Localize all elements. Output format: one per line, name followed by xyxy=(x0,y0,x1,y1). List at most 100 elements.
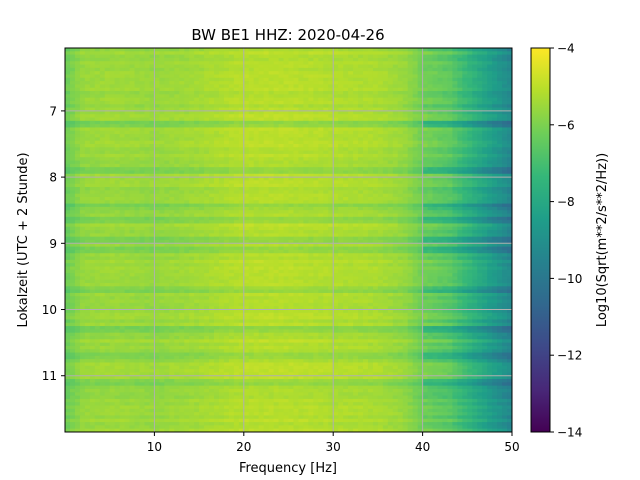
heatmap-cell xyxy=(283,163,290,168)
heatmap-cell xyxy=(209,163,215,168)
heatmap-cell xyxy=(223,157,230,162)
heatmap-cell xyxy=(238,71,245,76)
heatmap-cell xyxy=(293,127,300,132)
heatmap-cell xyxy=(507,57,512,62)
heatmap-cell xyxy=(149,183,155,188)
heatmap-cell xyxy=(367,160,374,165)
heatmap-cell xyxy=(263,193,270,198)
heatmap-cell xyxy=(189,107,195,112)
heatmap-cell xyxy=(283,91,290,95)
heatmap-cell xyxy=(358,134,364,138)
heatmap-cell xyxy=(99,187,106,191)
heatmap-cell xyxy=(457,91,463,95)
heatmap-cell xyxy=(372,77,379,82)
heatmap-cell xyxy=(343,48,349,52)
heatmap-cell xyxy=(427,97,434,102)
heatmap-cell xyxy=(199,120,205,125)
heatmap-cell xyxy=(248,147,255,152)
heatmap-cell xyxy=(124,114,131,119)
heatmap-cell xyxy=(447,173,453,178)
heatmap-cell xyxy=(273,74,280,79)
heatmap-cell xyxy=(487,110,493,115)
heatmap-cell xyxy=(333,187,339,191)
heatmap-cell xyxy=(154,210,160,215)
heatmap-cell xyxy=(263,226,270,231)
heatmap-cell xyxy=(228,163,235,168)
heatmap-cell xyxy=(69,74,76,79)
heatmap-cell xyxy=(482,61,488,66)
heatmap-cell xyxy=(194,104,200,109)
heatmap-cell xyxy=(233,216,240,221)
heatmap-cell xyxy=(333,51,339,56)
heatmap-cell xyxy=(109,147,116,152)
heatmap-cell xyxy=(452,130,458,135)
heatmap-cell xyxy=(343,134,349,138)
heatmap-cell xyxy=(169,167,175,172)
heatmap-cell xyxy=(169,97,175,102)
heatmap-cell xyxy=(248,134,255,138)
heatmap-cell xyxy=(65,220,71,225)
heatmap-cell xyxy=(477,61,483,66)
heatmap-cell xyxy=(497,91,503,95)
heatmap-cell xyxy=(437,147,444,152)
heatmap-cell xyxy=(318,54,324,59)
heatmap-cell xyxy=(363,130,369,135)
heatmap-cell xyxy=(283,223,290,228)
heatmap-cell xyxy=(258,223,265,228)
heatmap-cell xyxy=(387,183,394,188)
heatmap-cell xyxy=(184,173,190,178)
heatmap-cell xyxy=(308,216,314,221)
heatmap-cell xyxy=(228,137,235,142)
heatmap-cell xyxy=(288,216,295,221)
heatmap-cell xyxy=(124,210,131,215)
heatmap-cell xyxy=(253,140,260,145)
heatmap-cell xyxy=(333,220,339,225)
heatmap-cell xyxy=(124,48,131,52)
heatmap-cell xyxy=(377,107,384,112)
heatmap-cell xyxy=(263,140,270,145)
heatmap-cell xyxy=(367,124,374,129)
heatmap-cell xyxy=(189,203,195,208)
heatmap-cell xyxy=(79,74,86,79)
heatmap-cell xyxy=(278,87,285,92)
heatmap-cell xyxy=(328,91,334,95)
heatmap-cell xyxy=(323,140,329,145)
heatmap-cell xyxy=(204,104,210,109)
heatmap-cell xyxy=(124,140,131,145)
heatmap-cell xyxy=(258,130,265,135)
heatmap-cell xyxy=(199,230,205,234)
heatmap-cell xyxy=(179,144,185,148)
heatmap-cell xyxy=(502,114,508,119)
heatmap-cell xyxy=(507,134,512,138)
heatmap-cell xyxy=(323,196,329,201)
heatmap-cell xyxy=(367,61,374,66)
heatmap-cell xyxy=(144,51,151,56)
heatmap-cell xyxy=(497,180,503,185)
heatmap-cell xyxy=(199,226,205,231)
heatmap-cell xyxy=(243,167,250,172)
heatmap-cell xyxy=(338,100,344,105)
heatmap-cell xyxy=(432,64,439,69)
heatmap-cell xyxy=(164,183,170,188)
heatmap-cell xyxy=(462,104,468,109)
heatmap-cell xyxy=(94,220,101,225)
heatmap-cell xyxy=(283,193,290,198)
heatmap-cell xyxy=(502,144,508,148)
heatmap-cell xyxy=(313,64,319,69)
heatmap-cell xyxy=(293,71,300,76)
heatmap-cell xyxy=(447,104,453,109)
heatmap-cell xyxy=(268,177,275,182)
heatmap-cell xyxy=(462,190,468,195)
heatmap-cell xyxy=(482,180,488,185)
heatmap-cell xyxy=(372,203,379,208)
heatmap-cell xyxy=(348,110,354,115)
heatmap-cell xyxy=(298,193,304,198)
heatmap-cell xyxy=(412,200,419,205)
heatmap-cell xyxy=(283,110,290,115)
heatmap-cell xyxy=(412,87,419,92)
heatmap-cell xyxy=(457,196,463,201)
heatmap-cell xyxy=(422,140,429,145)
heatmap-cell xyxy=(482,203,488,208)
heatmap-cell xyxy=(407,193,414,198)
heatmap-cell xyxy=(94,130,101,135)
